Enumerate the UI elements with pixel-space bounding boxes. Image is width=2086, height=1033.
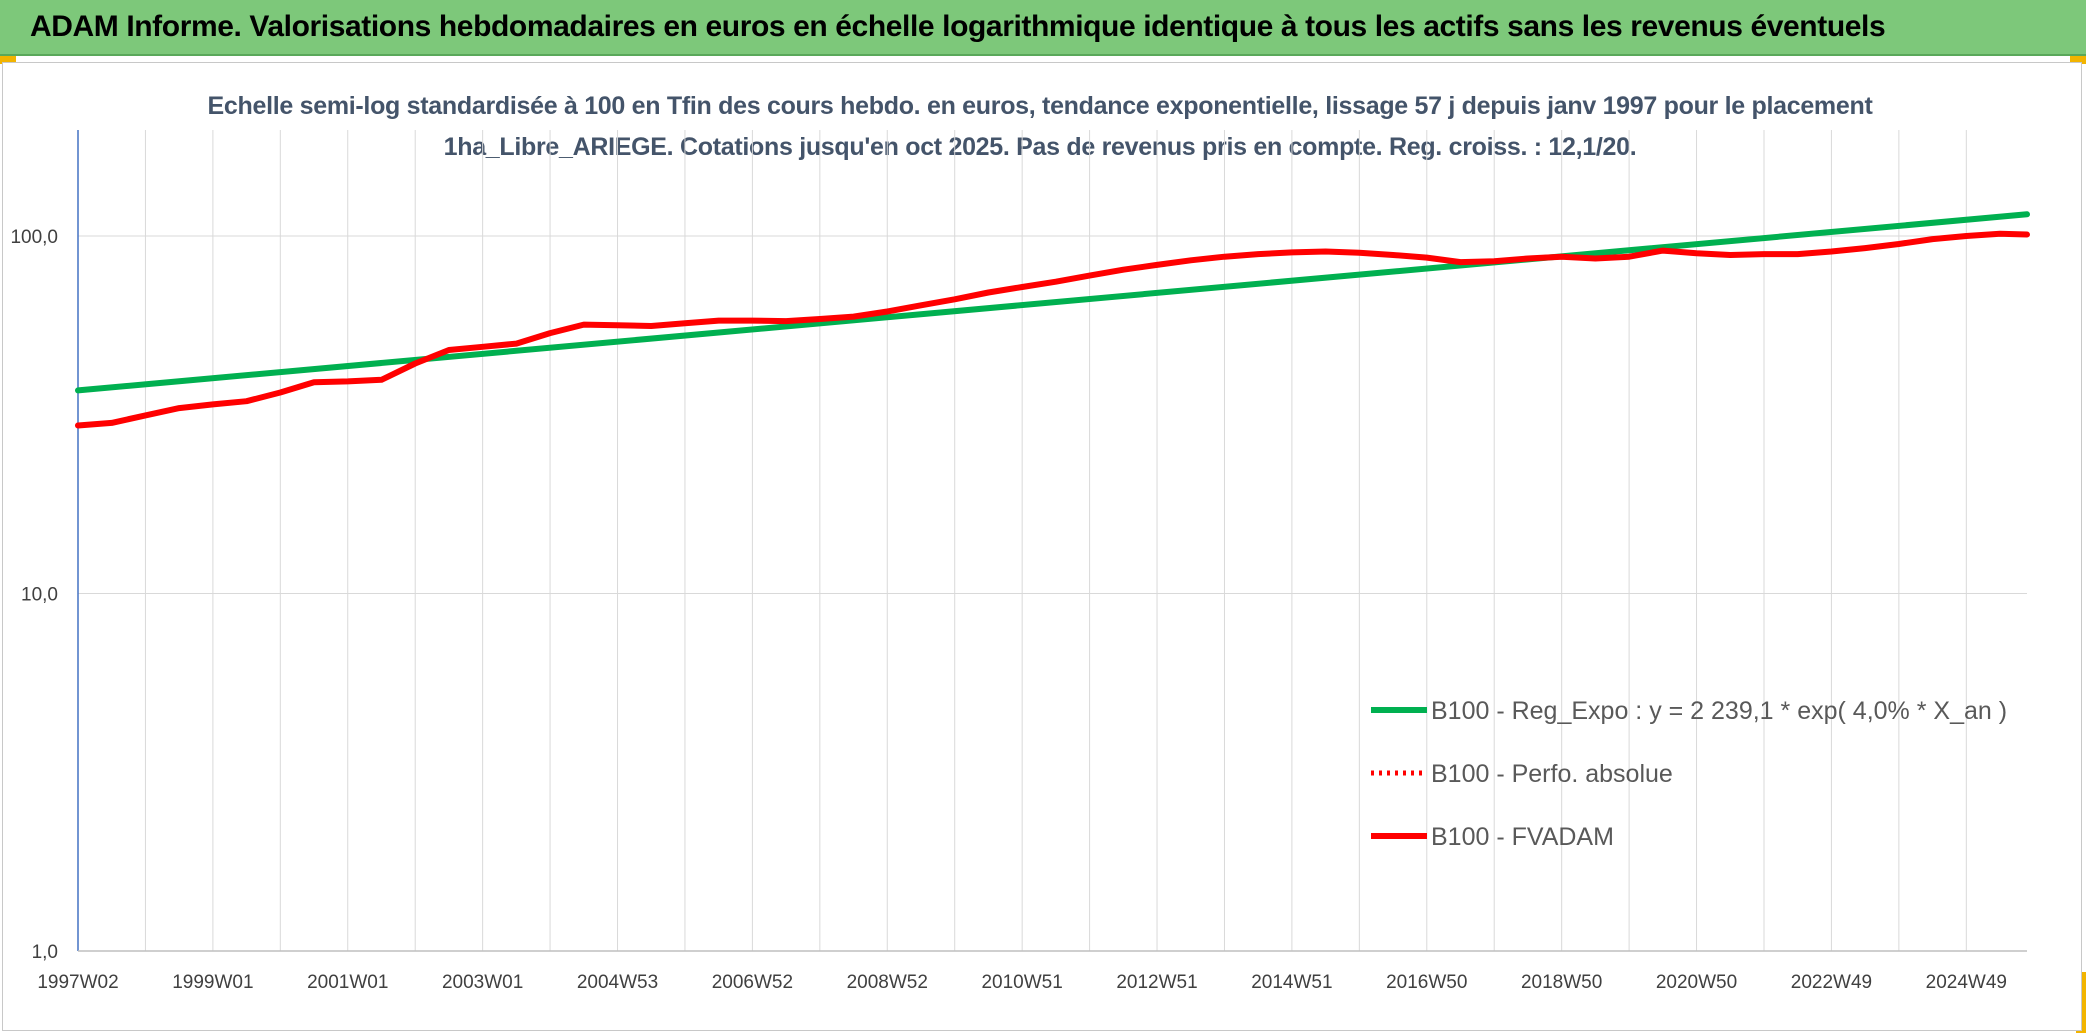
report-title: ADAM Informe. Valorisations hebdomadaire…: [30, 10, 1886, 43]
x-tick-label: 2016W50: [1386, 972, 1467, 993]
x-tick-label: 2001W01: [307, 972, 388, 993]
series-line-1: [75, 211, 2030, 394]
x-tick-label: 2003W01: [442, 972, 523, 993]
legend-label-2: B100 - Perfo. absolue: [1431, 760, 1673, 788]
axes: [77, 130, 2027, 952]
x-tick-label: 2020W50: [1656, 972, 1737, 993]
y-tick-label: 100,0: [10, 227, 58, 248]
legend-label-3: B100 - FVADAM: [1431, 823, 1614, 851]
data-series: [75, 211, 2030, 429]
y-tick-label: 1,0: [32, 942, 58, 963]
x-tick-label: 2022W49: [1791, 972, 1872, 993]
corner-marker-right: [2070, 56, 2086, 64]
y-tick-label: 10,0: [21, 585, 58, 606]
y-tick-labels: 1,0 10,0 100,0: [10, 227, 58, 963]
x-tick-label: 2024W49: [1926, 972, 2007, 993]
x-tick-labels: 1997W02 1999W01 2001W01 2003W01 2004W53 2006W…: [37, 972, 2007, 993]
x-tick-label: 2014W51: [1251, 972, 1332, 993]
x-tick-label: 1999W01: [172, 972, 253, 993]
x-tick-label: 2012W51: [1116, 972, 1197, 993]
x-tick-label: 2008W52: [847, 972, 928, 993]
legend-label-1: B100 - Reg_Expo : y = 2 239,1 * exp( 4,0…: [1431, 697, 2007, 725]
x-tick-label: 2018W50: [1521, 972, 1602, 993]
x-tick-label: 2006W52: [712, 972, 793, 993]
x-tick-label: 2004W53: [577, 972, 658, 993]
x-tick-label: 1997W02: [37, 972, 118, 993]
legend: B100 - Reg_Expo : y = 2 239,1 * exp( 4,0…: [1371, 697, 2007, 851]
report-header-banner: ADAM Informe. Valorisations hebdomadaire…: [0, 0, 2086, 56]
chart-frame: [2, 62, 2082, 1031]
corner-marker-left: [0, 56, 16, 64]
x-tick-label: 2010W51: [981, 972, 1062, 993]
chart-title: Echelle semi-log standardisée à 100 en T…: [207, 92, 1873, 161]
series-line-3: [75, 230, 2030, 429]
